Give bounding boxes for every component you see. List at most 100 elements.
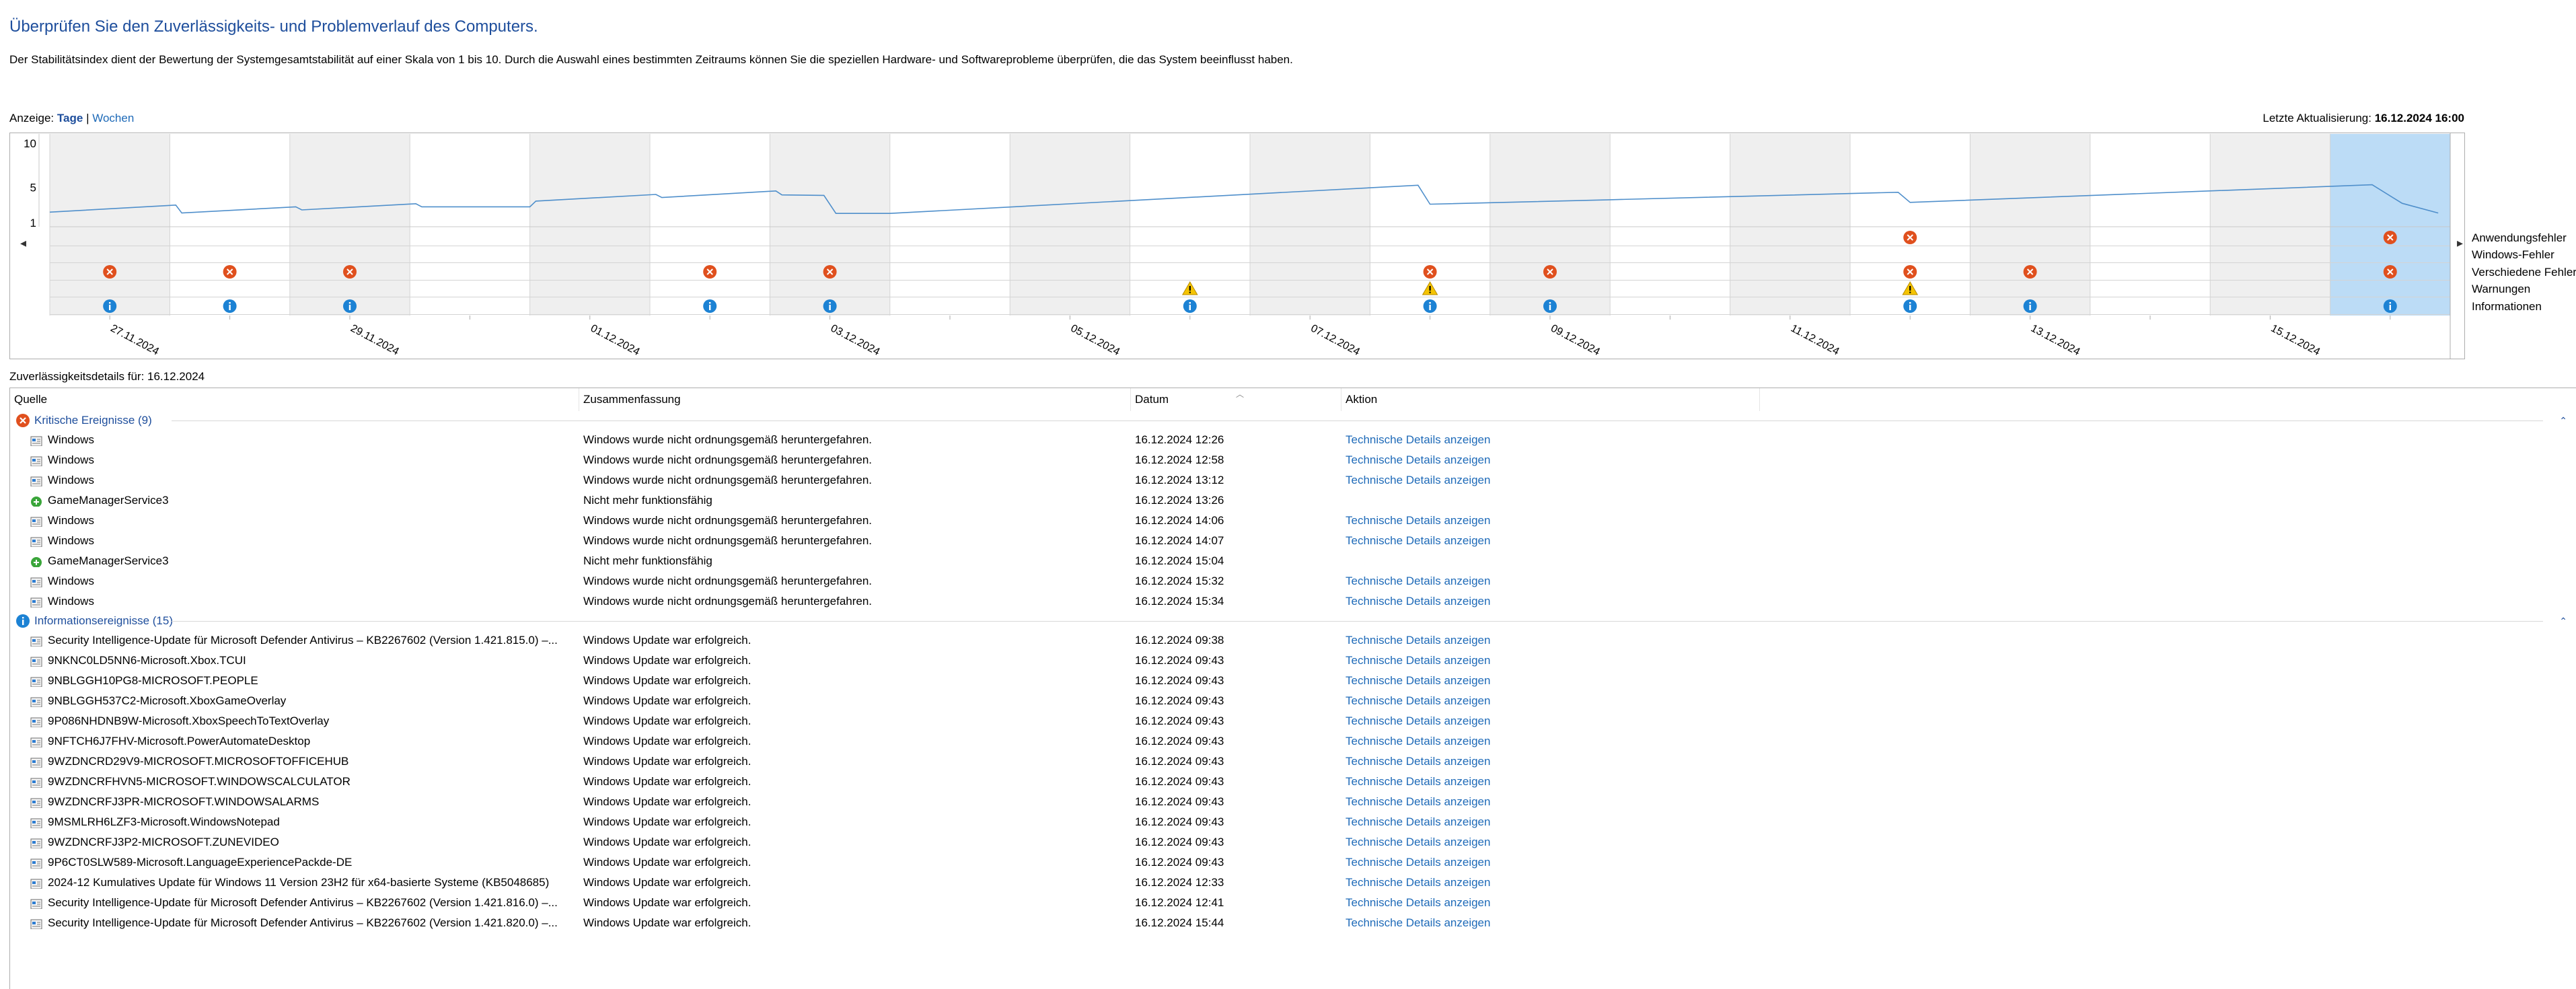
reliability-chart[interactable]: 10 5 1 27.11.2024 29.11.2024 01.12.2024 03.12.… xyxy=(9,133,2576,359)
table-row[interactable]: GameManagerService3 Nicht mehr funktionsf… xyxy=(10,551,2576,571)
day-column[interactable] xyxy=(1730,134,1850,316)
day-column[interactable] xyxy=(2210,134,2330,316)
row-action-link[interactable]: Technische Details anzeigen xyxy=(1346,595,1491,608)
column-header-summary[interactable]: Zusammenfassung xyxy=(583,393,681,406)
column-header-source[interactable]: Quelle xyxy=(14,393,48,406)
table-row[interactable]: 9WZDNCRFJ3PR-MICROSOFT.WINDOWSALARMS Wind… xyxy=(10,792,2576,812)
day-column[interactable] xyxy=(289,134,410,316)
day-column[interactable] xyxy=(1970,134,2090,316)
table-row[interactable]: 9P086NHDNB9W-Microsoft.XboxSpeechToTextO… xyxy=(10,711,2576,731)
row-action-link[interactable]: Technische Details anzeigen xyxy=(1346,755,1491,768)
row-action-link[interactable]: Technische Details anzeigen xyxy=(1346,674,1491,687)
sort-ascending-icon: ︿ xyxy=(1236,390,1245,399)
table-row[interactable]: 9WZDNCRFJ3P2-MICROSOFT.ZUNEVIDEO Windows … xyxy=(10,832,2576,852)
event-group-header[interactable]: Informationsereignisse (15) ⌃ xyxy=(10,612,2576,630)
table-row[interactable]: 9NKNC0LD5NN6-Microsoft.Xbox.TCUI Windows … xyxy=(10,651,2576,671)
day-column[interactable] xyxy=(2090,134,2211,316)
row-date: 16.12.2024 09:43 xyxy=(1135,815,1224,828)
info-icon-dot xyxy=(1189,302,1191,304)
row-action-link[interactable]: Technische Details anzeigen xyxy=(1346,795,1491,808)
column-separator[interactable] xyxy=(1130,388,1131,411)
view-days-option[interactable]: Tage xyxy=(57,112,83,124)
details-title: Zuverlässigkeitsdetails für: 16.12.2024 xyxy=(9,370,205,383)
row-action-link[interactable]: Technische Details anzeigen xyxy=(1346,534,1491,547)
row-action-link[interactable]: Technische Details anzeigen xyxy=(1346,735,1491,747)
row-action-link[interactable]: Technische Details anzeigen xyxy=(1346,654,1491,667)
day-column[interactable] xyxy=(410,134,530,316)
day-column[interactable] xyxy=(529,134,650,316)
day-column[interactable] xyxy=(770,134,890,316)
row-source: Security Intelligence-Update für Microso… xyxy=(48,896,558,909)
info-icon-dot xyxy=(1429,302,1431,304)
windows-app-icon xyxy=(30,515,42,527)
table-row[interactable]: 9MSMLRH6LZF3-Microsoft.WindowsNotepad Win… xyxy=(10,812,2576,832)
row-date: 16.12.2024 14:06 xyxy=(1135,514,1224,527)
day-column[interactable] xyxy=(50,134,170,316)
day-column[interactable] xyxy=(1010,134,1130,316)
windows-app-icon xyxy=(30,655,42,667)
row-action-link[interactable]: Technische Details anzeigen xyxy=(1346,896,1491,909)
row-action-link[interactable]: Technische Details anzeigen xyxy=(1346,916,1491,929)
row-action-link[interactable]: Technische Details anzeigen xyxy=(1346,453,1491,466)
table-row[interactable]: 9NFTCH6J7FHV-Microsoft.PowerAutomateDesk… xyxy=(10,731,2576,752)
row-date: 16.12.2024 09:43 xyxy=(1135,856,1224,869)
scroll-left-arrow-icon[interactable]: ◂ xyxy=(20,236,26,250)
row-date: 16.12.2024 15:44 xyxy=(1135,916,1224,929)
row-date: 16.12.2024 09:43 xyxy=(1135,755,1224,768)
day-column[interactable] xyxy=(650,134,770,316)
table-row[interactable]: 2024-12 Kumulatives Update für Windows 1… xyxy=(10,873,2576,893)
table-row[interactable]: Windows Windows wurde nicht ordnungsgemäß… xyxy=(10,430,2576,450)
event-group-header[interactable]: Kritische Ereignisse (9) ⌃ xyxy=(10,411,2576,430)
error-icon-cross xyxy=(2387,268,2394,275)
row-action-link[interactable]: Technische Details anzeigen xyxy=(1346,876,1491,889)
table-row[interactable]: Security Intelligence-Update für Microso… xyxy=(10,893,2576,913)
table-row[interactable]: Windows Windows wurde nicht ordnungsgemäß… xyxy=(10,511,2576,531)
table-row[interactable]: Security Intelligence-Update für Microso… xyxy=(10,630,2576,651)
row-action-link[interactable]: Technische Details anzeigen xyxy=(1346,634,1491,647)
event-group-title: Informationsereignisse (15) xyxy=(34,614,173,627)
category-label: Windows-Fehler xyxy=(2472,248,2554,261)
scroll-right-arrow-icon[interactable]: ▸ xyxy=(2457,236,2463,250)
row-action-link[interactable]: Technische Details anzeigen xyxy=(1346,514,1491,527)
day-column[interactable] xyxy=(170,134,290,316)
day-column[interactable] xyxy=(1250,134,1370,316)
table-row[interactable]: GameManagerService3 Nicht mehr funktionsf… xyxy=(10,490,2576,511)
row-source: 9NBLGGH10PG8-MICROSOFT.PEOPLE xyxy=(48,674,258,687)
column-header-date[interactable]: Datum xyxy=(1135,393,1169,406)
table-row[interactable]: Windows Windows wurde nicht ordnungsgemäß… xyxy=(10,470,2576,490)
row-action-link[interactable]: Technische Details anzeigen xyxy=(1346,836,1491,848)
row-action-link[interactable]: Technische Details anzeigen xyxy=(1346,775,1491,788)
table-row[interactable]: Windows Windows wurde nicht ordnungsgemäß… xyxy=(10,591,2576,612)
collapse-icon[interactable]: ⌃ xyxy=(2559,616,2567,626)
day-column[interactable] xyxy=(889,134,1010,316)
last-update: Letzte Aktualisierung: 16.12.2024 16:00 xyxy=(2262,112,2464,125)
table-row[interactable]: 9NBLGGH537C2-Microsoft.XboxGameOverlay Wi… xyxy=(10,691,2576,711)
table-row[interactable]: Security Intelligence-Update für Microso… xyxy=(10,913,2576,933)
column-header-action[interactable]: Aktion xyxy=(1346,393,1378,406)
table-row[interactable]: 9WZDNCRFHVN5-MICROSOFT.WINDOWSCALCULATOR… xyxy=(10,772,2576,792)
table-row[interactable]: Windows Windows wurde nicht ordnungsgemäß… xyxy=(10,450,2576,470)
column-separator[interactable] xyxy=(1759,388,1760,411)
page-description: Der Stabilitätsindex dient der Bewertung… xyxy=(9,53,1293,66)
error-icon-cross xyxy=(2026,268,2034,275)
row-action-link[interactable]: Technische Details anzeigen xyxy=(1346,715,1491,727)
row-action-link[interactable]: Technische Details anzeigen xyxy=(1346,575,1491,587)
row-summary: Windows wurde nicht ordnungsgemäß herunt… xyxy=(583,534,873,547)
day-column[interactable] xyxy=(2330,134,2450,316)
view-weeks-link[interactable]: Wochen xyxy=(92,112,135,124)
table-row[interactable]: Windows Windows wurde nicht ordnungsgemäß… xyxy=(10,571,2576,591)
collapse-icon[interactable]: ⌃ xyxy=(2559,415,2567,426)
row-action-link[interactable]: Technische Details anzeigen xyxy=(1346,694,1491,707)
table-row[interactable]: 9WZDNCRD29V9-MICROSOFT.MICROSOFTOFFICEHU… xyxy=(10,752,2576,772)
info-icon-dot xyxy=(2389,302,2391,304)
day-column[interactable] xyxy=(1610,134,1730,316)
table-row[interactable]: 9NBLGGH10PG8-MICROSOFT.PEOPLE Windows Upd… xyxy=(10,671,2576,691)
row-action-link[interactable]: Technische Details anzeigen xyxy=(1346,856,1491,869)
table-row[interactable]: 9P6CT0SLW589-Microsoft.LanguageExperienc… xyxy=(10,852,2576,873)
day-column[interactable] xyxy=(1489,134,1611,316)
row-action-link[interactable]: Technische Details anzeigen xyxy=(1346,474,1491,486)
row-action-link[interactable]: Technische Details anzeigen xyxy=(1346,815,1491,828)
row-summary: Windows wurde nicht ordnungsgemäß herunt… xyxy=(583,575,873,587)
row-action-link[interactable]: Technische Details anzeigen xyxy=(1346,433,1491,446)
table-row[interactable]: Windows Windows wurde nicht ordnungsgemäß… xyxy=(10,531,2576,551)
